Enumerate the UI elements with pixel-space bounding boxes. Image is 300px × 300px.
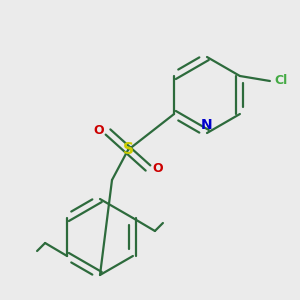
Text: Cl: Cl <box>274 74 287 88</box>
Text: N: N <box>201 118 213 132</box>
Text: O: O <box>152 163 163 176</box>
Text: S: S <box>122 142 134 158</box>
Text: O: O <box>93 124 104 137</box>
